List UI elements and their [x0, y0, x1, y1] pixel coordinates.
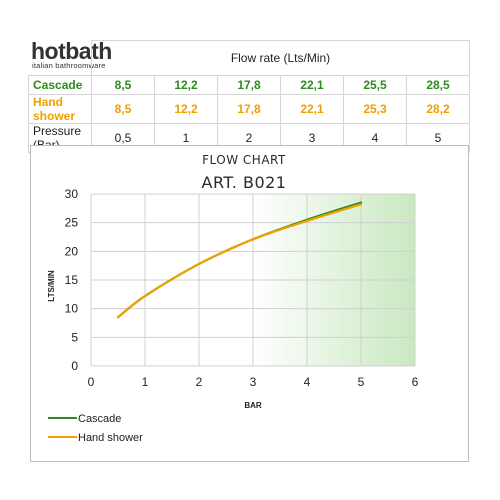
- table-cell: 8,5: [91, 75, 155, 95]
- table-cell: 25,3: [343, 94, 407, 124]
- chart-title: FLOW CHART: [202, 153, 286, 167]
- legend-label: Cascade: [78, 413, 121, 425]
- flow-rate-header: Flow rate (Lts/Min): [91, 40, 470, 76]
- table-row-cascade: Cascade 8,5 12,2 17,8 22,1 25,5 28,5: [28, 75, 470, 95]
- y-tick-label: 20: [65, 244, 79, 258]
- x-tick-label: 3: [250, 375, 257, 389]
- y-tick-label: 5: [71, 330, 78, 344]
- x-tick-label: 0: [88, 375, 95, 389]
- row-label: Cascade: [28, 75, 92, 95]
- table-cell: 12,2: [154, 75, 218, 95]
- legend-label: Hand shower: [78, 432, 143, 444]
- y-tick-label: 25: [65, 216, 79, 230]
- chart-subtitle: ART. B021: [202, 173, 287, 192]
- flow-chart-panel: 0 5 10 15 20 25 30 0 1 2 3 4 5 6 FLOW CHART ART. B021…: [30, 145, 469, 462]
- x-tick-label: 2: [196, 375, 203, 389]
- table-cell: 28,2: [406, 94, 470, 124]
- flow-chart: 0 5 10 15 20 25 30 0 1 2 3 4 5 6 FLOW CHART ART. B021…: [47, 153, 419, 444]
- logo-cell: [28, 40, 92, 76]
- y-tick-label: 15: [65, 273, 79, 287]
- y-tick-label: 30: [65, 187, 79, 201]
- series-line-hand-shower: [116, 203, 363, 319]
- table-cell: 17,8: [217, 75, 281, 95]
- table-cell: 8,5: [91, 94, 155, 124]
- table-cell: 25,5: [343, 75, 407, 95]
- table-row-hand-shower: Hand shower 8,5 12,2 17,8 22,1 25,3 28,2: [28, 94, 470, 124]
- table-cell: 28,5: [406, 75, 470, 95]
- flow-rate-table: Flow rate (Lts/Min) Cascade 8,5 12,2 17,…: [28, 40, 470, 153]
- table-cell: 17,8: [217, 94, 281, 124]
- table-cell: 22,1: [280, 75, 344, 95]
- x-axis-label: BAR: [244, 401, 262, 410]
- x-tick-label: 5: [358, 375, 365, 389]
- x-tick-label: 4: [304, 375, 311, 389]
- table-cell: 22,1: [280, 94, 344, 124]
- y-tick-label: 0: [71, 359, 78, 373]
- y-axis-label: LTS/MIN: [47, 270, 56, 302]
- table-header-row: Flow rate (Lts/Min): [28, 40, 470, 76]
- table-cell: 12,2: [154, 94, 218, 124]
- x-tick-label: 6: [412, 375, 419, 389]
- x-tick-label: 1: [142, 375, 149, 389]
- row-label: Hand shower: [28, 94, 92, 124]
- y-tick-label: 10: [65, 302, 79, 316]
